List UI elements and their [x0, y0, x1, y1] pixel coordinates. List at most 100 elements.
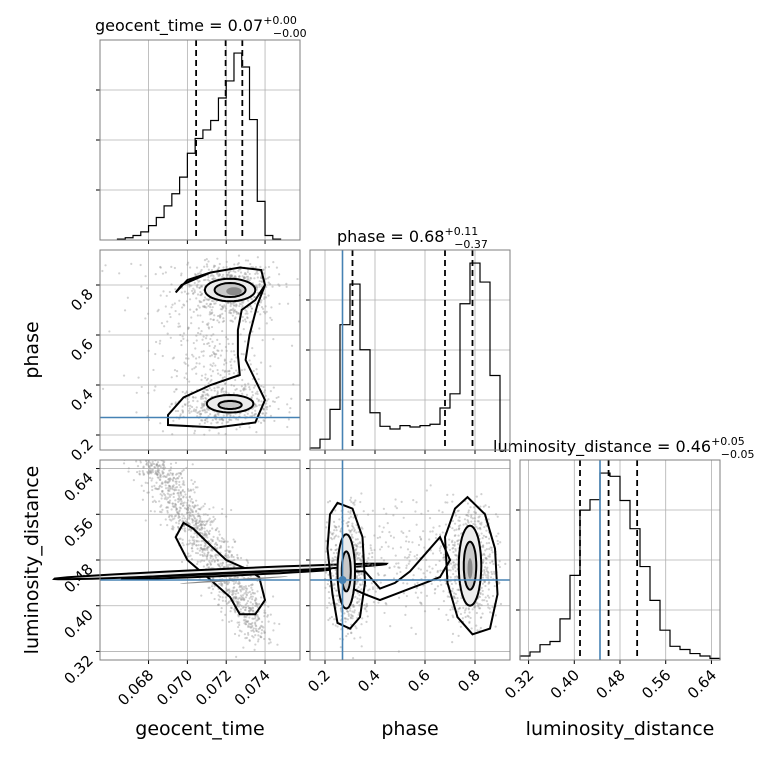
sample-point	[250, 586, 253, 589]
sample-point	[195, 372, 198, 375]
sample-point	[206, 548, 209, 552]
sample-point	[198, 549, 201, 552]
sample-point	[146, 444, 148, 446]
sample-point	[452, 597, 455, 600]
sample-point	[254, 604, 257, 607]
sample-point	[484, 556, 487, 559]
sample-point	[248, 625, 252, 628]
sample-point	[202, 405, 205, 408]
sample-point	[480, 586, 483, 590]
sample-point	[179, 518, 182, 522]
sample-point	[180, 513, 184, 516]
sample-point	[355, 552, 359, 555]
sample-point	[209, 318, 212, 321]
sample-point	[203, 259, 207, 262]
sample-point	[213, 352, 216, 355]
sample-point	[249, 609, 253, 612]
sample-point	[198, 286, 201, 290]
sample-point	[160, 453, 162, 455]
sample-point	[215, 543, 219, 546]
sample-point	[455, 575, 458, 578]
sample-point	[442, 556, 446, 559]
sample-point	[400, 530, 403, 533]
sample-point	[458, 606, 461, 610]
sample-point	[330, 532, 334, 535]
sample-point	[205, 520, 208, 523]
sample-point	[198, 514, 201, 518]
sample-point	[428, 565, 431, 568]
sample-point	[365, 620, 368, 623]
sample-point	[200, 540, 203, 543]
sample-point	[228, 590, 232, 593]
sample-point	[159, 453, 161, 455]
sample-point	[227, 581, 231, 584]
sample-point	[134, 454, 136, 456]
sample-point	[138, 418, 140, 420]
sample-point	[154, 340, 158, 344]
sample-point	[388, 531, 391, 534]
sample-point	[259, 635, 262, 638]
sample-point	[238, 580, 241, 583]
sample-point	[351, 524, 354, 527]
sample-point	[439, 533, 442, 536]
sample-point	[260, 276, 263, 279]
sample-point	[391, 547, 395, 550]
sample-point	[491, 559, 494, 563]
sample-point	[242, 277, 245, 280]
sample-point	[234, 270, 237, 274]
sample-point	[199, 290, 202, 294]
sample-point	[177, 515, 180, 518]
sample-point	[188, 284, 192, 287]
sample-point	[358, 552, 361, 555]
sample-point	[218, 273, 222, 277]
sample-point	[196, 283, 199, 286]
axes-frame	[99, 39, 301, 241]
sample-point	[188, 527, 191, 531]
sample-point	[478, 522, 482, 525]
sample-point	[123, 399, 125, 401]
sample-point	[235, 305, 238, 308]
sample-point	[230, 303, 233, 306]
sample-point	[193, 480, 196, 484]
sample-point	[229, 275, 232, 278]
sample-point	[265, 406, 268, 409]
sample-point	[200, 285, 204, 288]
sample-point	[226, 273, 229, 277]
sample-point	[196, 331, 200, 335]
sample-point	[136, 429, 138, 431]
sample-point	[227, 342, 230, 345]
sample-point	[199, 413, 202, 416]
sample-point	[167, 478, 170, 481]
sample-point	[253, 599, 257, 602]
sample-point	[191, 518, 194, 522]
sample-point	[426, 569, 429, 572]
sample-point	[397, 650, 400, 653]
sample-point	[116, 419, 118, 421]
sample-point	[167, 501, 170, 504]
sample-point	[254, 624, 257, 627]
tick-label-geocent_time: 0.072	[192, 666, 235, 709]
sample-point	[175, 521, 178, 524]
sample-point	[235, 304, 238, 307]
histogram-luminosity_distance	[519, 472, 721, 660]
sample-point	[499, 541, 502, 544]
sample-point	[260, 624, 263, 627]
sample-point	[206, 555, 209, 558]
sample-point	[193, 532, 196, 535]
sample-point	[349, 616, 353, 619]
sample-point	[202, 350, 205, 353]
sample-point	[189, 404, 192, 407]
sample-point	[202, 354, 205, 357]
sample-point	[187, 489, 191, 493]
sample-point	[457, 539, 461, 542]
sample-point	[135, 442, 137, 444]
sample-point	[213, 302, 216, 305]
sample-point	[187, 499, 190, 502]
sample-point	[236, 582, 240, 585]
sample-point	[237, 312, 241, 315]
sample-point	[221, 312, 224, 315]
sample-point	[479, 592, 482, 595]
sample-point	[209, 312, 213, 315]
sample-point	[210, 585, 214, 588]
sample-point	[119, 406, 121, 408]
